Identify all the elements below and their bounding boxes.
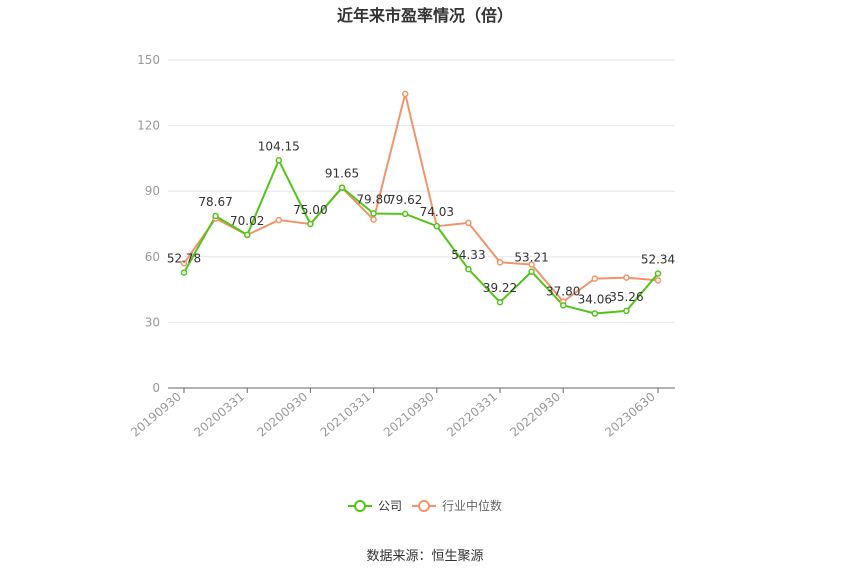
company-point <box>465 265 472 273</box>
company-point <box>401 210 409 218</box>
data-label: 79.80 <box>356 193 390 207</box>
company-point <box>243 231 251 239</box>
data-label: 74.03 <box>420 205 454 219</box>
industry-median-point <box>528 261 535 268</box>
x-tick-label: 20210930 <box>381 390 437 440</box>
x-tick-label: 20220930 <box>507 390 563 440</box>
industry-median-point <box>591 275 599 282</box>
data-label: 104.15 <box>258 139 300 153</box>
company-point <box>654 270 662 277</box>
company-series-line <box>183 159 659 315</box>
data-labels: 52.78 78.67 70.02 104.15 75.00 91.65 79.8079.6… <box>167 139 675 306</box>
data-label: 39.22 <box>483 281 517 295</box>
data-label: 75.00 <box>293 203 327 217</box>
company-point <box>212 212 219 220</box>
industry-median-point <box>654 277 662 284</box>
legend-label: 公司 <box>378 499 402 513</box>
y-tick-label: 90 <box>145 184 160 198</box>
data-label: 35.26 <box>609 290 643 304</box>
y-axis: 0 30 60 90 120 150 <box>137 53 160 395</box>
legend-label: 行业中位数 <box>442 498 502 513</box>
company-point <box>528 268 535 275</box>
grid-lines <box>168 59 675 323</box>
x-tick-label: 20210331 <box>318 390 374 440</box>
company-point <box>307 220 314 228</box>
series-points <box>180 90 662 317</box>
company-point <box>370 210 377 217</box>
y-tick-label: 120 <box>137 119 160 133</box>
y-tick-label: 0 <box>152 381 160 395</box>
data-label: 34.06 <box>578 293 612 307</box>
company-point <box>559 302 567 309</box>
x-tick-label: 20220331 <box>444 390 500 440</box>
data-label: 78.67 <box>198 195 232 209</box>
data-label: 79.62 <box>388 193 422 207</box>
y-tick-label: 60 <box>145 250 160 264</box>
x-tick-label: 20200331 <box>191 390 247 440</box>
data-label: 91.65 <box>325 167 359 181</box>
data-label: 70.02 <box>230 214 264 228</box>
industry-median-point <box>180 260 188 267</box>
industry-median-point <box>623 274 630 281</box>
legend-marker <box>418 500 430 512</box>
industry-median-point <box>275 216 283 224</box>
x-tick-label: 20200930 <box>255 390 311 440</box>
company-point <box>275 157 283 164</box>
legend-marker <box>354 500 366 512</box>
company-point <box>496 298 504 306</box>
x-tick-label: 20230630 <box>602 390 658 440</box>
data-label: 54.33 <box>451 248 485 262</box>
y-tick-label: 30 <box>145 315 160 329</box>
industry-median-series-line <box>183 92 659 303</box>
company-point <box>623 307 630 315</box>
industry-median-point <box>401 90 409 98</box>
industry-median-point <box>496 259 504 266</box>
chart-title: 近年来市盈率情况（倍） <box>336 6 513 25</box>
data-label: 37.80 <box>546 284 580 298</box>
x-axis: 20190930 20200331 20200930 20210331 20210930… <box>128 387 675 440</box>
company-point <box>433 222 441 230</box>
industry-median-point <box>465 219 472 227</box>
data-source: 数据来源：恒生聚源 <box>366 549 484 564</box>
legend: 公司 行业中位数 <box>348 498 502 513</box>
company-point <box>591 310 599 317</box>
company-point <box>338 184 346 191</box>
y-tick-label: 150 <box>137 53 160 67</box>
company-point <box>180 269 188 276</box>
industry-median-point <box>370 216 377 223</box>
series-lines <box>183 92 659 315</box>
data-label: 53.21 <box>514 251 548 265</box>
data-label: 52.78 <box>167 252 201 266</box>
x-tick-label: 20190930 <box>128 390 184 440</box>
data-label: 52.34 <box>641 253 675 267</box>
